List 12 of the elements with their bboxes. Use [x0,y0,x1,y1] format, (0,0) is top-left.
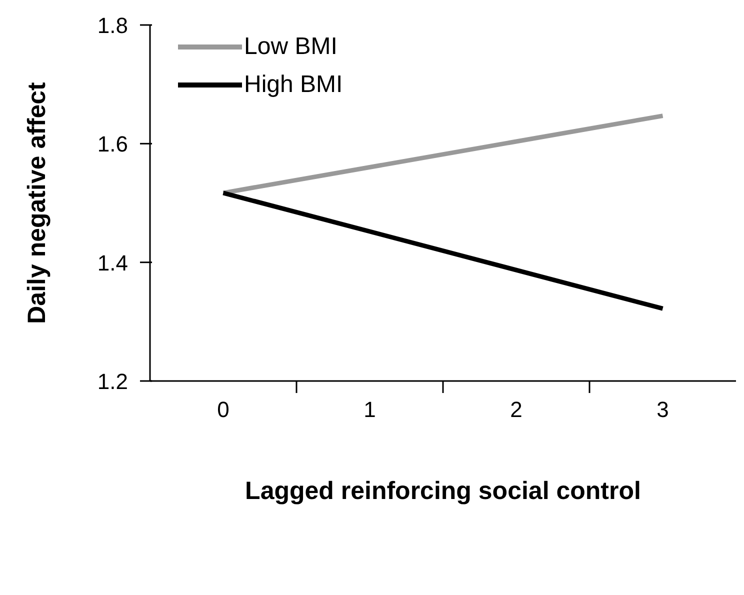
x-tick-label: 3 [656,397,669,422]
legend-label: High BMI [244,71,343,99]
x-axis-title: Lagged reinforcing social control [245,477,641,505]
y-tick-label: 1.2 [97,369,128,394]
x-tick-label: 0 [217,397,230,422]
y-tick-label: 1.6 [97,132,128,157]
legend-label: Low BMI [244,33,338,61]
y-axis-title: Daily negative affect [22,81,51,324]
y-tick-label: 1.4 [97,250,128,276]
x-tick-label: 1 [364,397,376,422]
x-tick-label: 2 [510,397,522,422]
y-tick-label: 1.8 [97,13,128,38]
